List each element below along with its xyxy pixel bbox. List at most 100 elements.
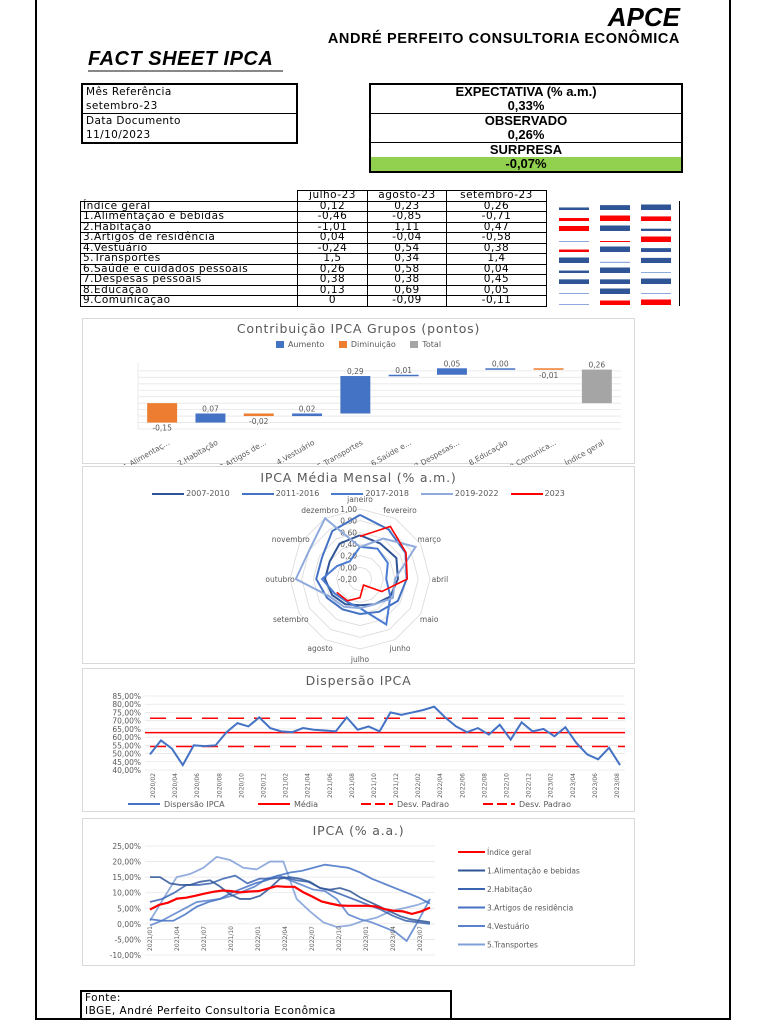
expectation-value: 0,33% bbox=[507, 98, 545, 113]
document-date-value: 11/10/2023 bbox=[86, 129, 151, 141]
svg-text:março: março bbox=[417, 535, 441, 544]
surprise-label: SURPRESA bbox=[371, 142, 681, 157]
brand-logo: APCE bbox=[607, 2, 680, 32]
svg-text:0,02: 0,02 bbox=[299, 405, 316, 414]
svg-text:2020/02: 2020/02 bbox=[150, 773, 157, 798]
sparkbar-icon bbox=[559, 246, 671, 253]
svg-text:janeiro: janeiro bbox=[346, 495, 373, 504]
sparkbar-icon bbox=[559, 278, 671, 284]
svg-text:Índice geral: Índice geral bbox=[563, 438, 606, 465]
sparkbars bbox=[546, 274, 680, 285]
monthly-average-radar-chart: IPCA Média Mensal (% a.m.) 2007-2010 2011… bbox=[82, 466, 635, 664]
column-header: setembro-23 bbox=[446, 190, 547, 202]
svg-text:Desv. Padrao: Desv. Padrao bbox=[519, 800, 571, 809]
svg-text:-0,15: -0,15 bbox=[152, 424, 172, 433]
svg-text:dezembro: dezembro bbox=[301, 506, 339, 515]
svg-text:75,00%: 75,00% bbox=[112, 708, 141, 717]
svg-text:1,00: 1,00 bbox=[340, 505, 357, 514]
sparkbars bbox=[546, 201, 680, 212]
sparkbars bbox=[546, 243, 680, 254]
document-info-box: Mês Referência setembro-23 Data Document… bbox=[81, 83, 298, 144]
svg-text:0,60: 0,60 bbox=[340, 528, 357, 537]
svg-text:2021/12: 2021/12 bbox=[393, 773, 400, 798]
svg-text:45,00%: 45,00% bbox=[112, 758, 141, 767]
svg-text:2022/12: 2022/12 bbox=[526, 773, 533, 798]
cell: -0,09 bbox=[367, 295, 447, 307]
svg-text:2022/08: 2022/08 bbox=[481, 773, 488, 798]
expectation-label: EXPECTATIVA (% a.m.) bbox=[455, 84, 597, 99]
sparkbar-icon bbox=[559, 288, 671, 295]
reference-month-label: Mês Referência bbox=[86, 86, 172, 98]
svg-text:3.Artigos de...: 3.Artigos de... bbox=[218, 438, 268, 465]
svg-text:-5,00%: -5,00% bbox=[114, 935, 141, 944]
svg-text:2022/10: 2022/10 bbox=[336, 926, 343, 951]
legend-swatch-icon bbox=[410, 341, 419, 348]
row-label: 9.Comunicação bbox=[80, 295, 298, 307]
table-row: 3.Artigos de residência 0,04 -0,04 -0,58 bbox=[80, 232, 680, 244]
cell: -0,11 bbox=[446, 295, 547, 307]
svg-text:2021/08: 2021/08 bbox=[349, 773, 356, 798]
svg-text:2021/04: 2021/04 bbox=[174, 926, 181, 951]
svg-text:novembro: novembro bbox=[272, 535, 310, 544]
waterfall-plot: -0,15 1.Alimentaç... 0,07 2.Habitação -0,02 3… bbox=[122, 359, 621, 465]
dispersion-line-chart: Dispersão IPCA 40,00% 45,00% 50,00% 55,00% 6… bbox=[82, 668, 635, 812]
svg-text:2023/06: 2023/06 bbox=[592, 773, 599, 798]
svg-text:9.Comunica...: 9.Comunica... bbox=[508, 438, 557, 465]
sparkbars bbox=[546, 295, 680, 306]
table-row: Índice geral 0,12 0,23 0,26 bbox=[80, 200, 680, 212]
sparkbars bbox=[546, 211, 680, 222]
reference-month-value: setembro-23 bbox=[86, 100, 158, 112]
svg-text:2022/06: 2022/06 bbox=[459, 773, 466, 798]
svg-text:2023/04: 2023/04 bbox=[390, 926, 397, 951]
source-footer: Fonte: IBGE, André Perfeito Consultoria … bbox=[80, 990, 452, 1020]
svg-text:3.Artigos de residência: 3.Artigos de residência bbox=[487, 904, 573, 913]
svg-text:2022/02: 2022/02 bbox=[415, 773, 422, 798]
svg-text:6.Saúde e...: 6.Saúde e... bbox=[369, 438, 412, 465]
svg-text:0,07: 0,07 bbox=[202, 405, 219, 414]
radar-plot: -0,200,000,200,400,600,801,00janeirofeve… bbox=[265, 495, 449, 664]
svg-text:2023/04: 2023/04 bbox=[570, 773, 577, 798]
svg-text:2.Habitação: 2.Habitação bbox=[487, 885, 532, 894]
annual-plot: -10,00% -5,00% 0,00% 5,00% 10,00% 15,00% 20,00… bbox=[110, 842, 580, 960]
svg-text:junho: junho bbox=[388, 644, 410, 653]
table-row: 8.Educação 0,13 0,69 0,05 bbox=[80, 284, 680, 296]
svg-text:abril: abril bbox=[432, 575, 449, 584]
observed-value: 0,26% bbox=[507, 127, 545, 142]
chart-title: IPCA Média Mensal (% a.m.) bbox=[260, 470, 457, 485]
legend-increase: Aumento bbox=[275, 340, 324, 349]
company-name: ANDRÉ PERFEITO CONSULTORIA ECONÔMICA bbox=[327, 31, 680, 47]
ipca-groups-table: julho-23 agosto-23 setembro-23 Índice ge… bbox=[80, 190, 680, 307]
sparkbar-icon bbox=[559, 215, 671, 221]
legend-item: 2011-2016 bbox=[241, 489, 319, 498]
svg-text:-0,20: -0,20 bbox=[338, 575, 358, 584]
svg-text:fevereiro: fevereiro bbox=[383, 506, 417, 515]
svg-text:2020/04: 2020/04 bbox=[172, 773, 179, 798]
svg-text:85,00%: 85,00% bbox=[112, 692, 141, 701]
svg-text:0,00%: 0,00% bbox=[117, 920, 141, 929]
sparkbars bbox=[546, 264, 680, 275]
svg-text:0,01: 0,01 bbox=[395, 366, 412, 375]
cell: 0 bbox=[297, 295, 368, 307]
svg-text:0,29: 0,29 bbox=[347, 367, 364, 376]
svg-text:2021/04: 2021/04 bbox=[305, 773, 312, 798]
svg-text:1.Alimentaç...: 1.Alimentaç... bbox=[122, 438, 171, 465]
ipca-annual-line-chart: IPCA (% a.a.) -10,00% -5,00% 0,00% 5,00% 10,… bbox=[82, 818, 635, 966]
legend-swatch-icon bbox=[338, 341, 347, 348]
chart-legend: Aumento Diminuição Total bbox=[83, 340, 634, 349]
sparkbar-icon bbox=[559, 267, 671, 274]
sparkbars bbox=[546, 232, 680, 243]
chart-legend: 2007-2010 2011-2016 2017-2018 2019-2022 2023 bbox=[83, 489, 634, 498]
svg-text:0,26: 0,26 bbox=[588, 361, 605, 370]
svg-text:julho: julho bbox=[350, 655, 370, 664]
header-blank bbox=[80, 190, 298, 202]
svg-text:7.Despesas...: 7.Despesas... bbox=[413, 438, 461, 465]
svg-text:0,00: 0,00 bbox=[340, 563, 357, 572]
svg-text:25,00%: 25,00% bbox=[112, 842, 141, 851]
chart-title: Contribuição IPCA Grupos (pontos) bbox=[236, 321, 481, 336]
svg-text:65,00%: 65,00% bbox=[112, 725, 141, 734]
legend-item: 2007-2010 bbox=[152, 489, 230, 498]
svg-text:Dispersão IPCA: Dispersão IPCA bbox=[164, 800, 225, 809]
observed-label: OBSERVADO bbox=[371, 113, 681, 128]
chart-title: Dispersão IPCA bbox=[305, 673, 412, 688]
dispersion-plot: 40,00%45,00%50,00%55,00%60,00%65,00%70,0… bbox=[112, 692, 625, 809]
